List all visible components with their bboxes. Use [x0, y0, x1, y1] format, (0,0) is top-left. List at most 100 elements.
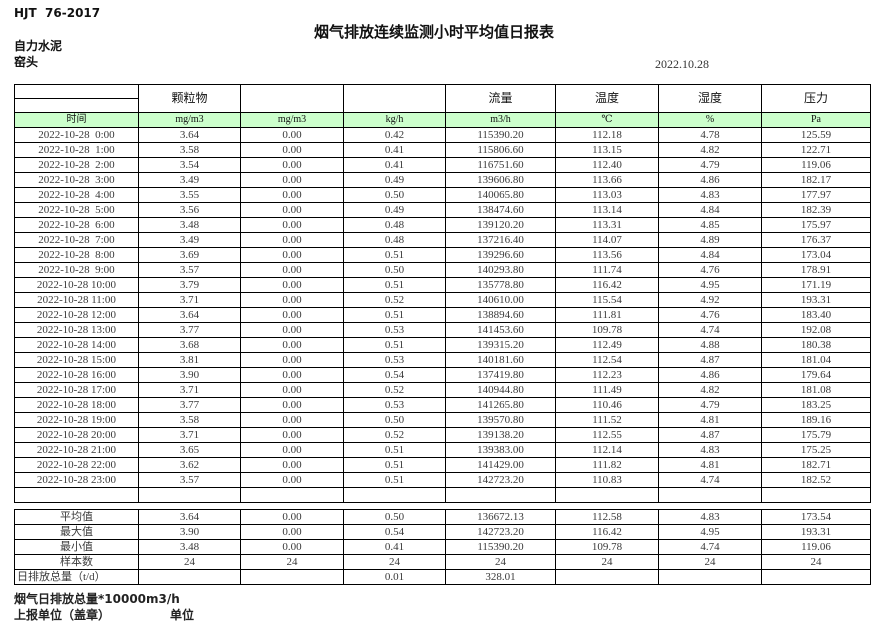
- cell: 平均值: [14, 509, 139, 525]
- cell: 139570.80: [445, 412, 556, 428]
- cell: 142723.20: [445, 524, 556, 540]
- cell: 24: [555, 554, 659, 570]
- cell: 2022-10-28 20:00: [14, 427, 139, 443]
- cell: 24: [445, 554, 556, 570]
- cell: 0.51: [343, 337, 446, 353]
- cell: 113.56: [555, 247, 659, 263]
- table-row: 2022-10-28 9:00 3.57 0.00 0.50 140293.80 111.…: [14, 262, 871, 278]
- header-particulate: 颗粒物: [138, 84, 241, 113]
- unit-mgm3-1: mg/m3: [138, 112, 241, 128]
- cell: 0.00: [240, 202, 344, 218]
- cell: 0.00: [240, 509, 344, 525]
- cell: 116.42: [555, 524, 659, 540]
- cell: 0.51: [343, 472, 446, 488]
- cell: 2022-10-28 3:00: [14, 172, 139, 188]
- cell: 3.64: [138, 127, 241, 143]
- cell: 3.64: [138, 509, 241, 525]
- cell: 0.48: [343, 232, 446, 248]
- table-row: 2022-10-28 22:00 3.62 0.00 0.51 141429.00 111…: [14, 457, 871, 473]
- cell: 140181.60: [445, 352, 556, 368]
- data-rows: 2022-10-28 0:00 3.64 0.00 0.42 115390.20 112.…: [14, 127, 871, 503]
- cell: 0.52: [343, 292, 446, 308]
- cell: 2022-10-28 7:00: [14, 232, 139, 248]
- cell: 4.81: [658, 412, 762, 428]
- cell: 3.48: [138, 539, 241, 555]
- cell: [445, 487, 556, 503]
- header-pressure: 压力: [761, 84, 871, 113]
- cell: 178.91: [761, 262, 871, 278]
- cell: 0.50: [343, 509, 446, 525]
- cell: 115.54: [555, 292, 659, 308]
- cell: 180.38: [761, 337, 871, 353]
- cell: 138894.60: [445, 307, 556, 323]
- table-row: 2022-10-28 14:00 3.68 0.00 0.51 139315.20 112…: [14, 337, 871, 353]
- cell: 3.64: [138, 307, 241, 323]
- cell: 193.31: [761, 292, 871, 308]
- cell: [138, 569, 241, 585]
- table-row: 2022-10-28 7:00 3.49 0.00 0.48 137216.40 114.…: [14, 232, 871, 248]
- cell: 0.51: [343, 247, 446, 263]
- cell: [343, 487, 446, 503]
- cell: 2022-10-28 0:00: [14, 127, 139, 143]
- cell: 2022-10-28 12:00: [14, 307, 139, 323]
- cell: 0.51: [343, 277, 446, 293]
- cell: 4.95: [658, 277, 762, 293]
- cell: 328.01: [445, 569, 556, 585]
- cell: 4.74: [658, 322, 762, 338]
- cell: 112.23: [555, 367, 659, 383]
- cell: 139120.20: [445, 217, 556, 233]
- cell: [761, 569, 871, 585]
- unit-m3h: m3/h: [445, 112, 556, 128]
- cell: 173.04: [761, 247, 871, 263]
- cell: 3.48: [138, 217, 241, 233]
- cell: 0.00: [240, 157, 344, 173]
- cell: 4.74: [658, 472, 762, 488]
- cell: 3.69: [138, 247, 241, 263]
- cell: 4.82: [658, 142, 762, 158]
- cell: 136672.13: [445, 509, 556, 525]
- cell: 122.71: [761, 142, 871, 158]
- cell: 141429.00: [445, 457, 556, 473]
- cell: 0.00: [240, 322, 344, 338]
- cell: 0.00: [240, 307, 344, 323]
- table-row: 2022-10-28 23:00 3.57 0.00 0.51 142723.20 110…: [14, 472, 871, 488]
- unit-mgm3-2: mg/m3: [240, 112, 344, 128]
- cell: 0.54: [343, 524, 446, 540]
- cell: 125.59: [761, 127, 871, 143]
- cell: 0.52: [343, 382, 446, 398]
- cell: 173.54: [761, 509, 871, 525]
- cell: 137419.80: [445, 367, 556, 383]
- cell: 139296.60: [445, 247, 556, 263]
- table-row: 2022-10-28 18:00 3.77 0.00 0.53 141265.80 110…: [14, 397, 871, 413]
- cell: 4.84: [658, 202, 762, 218]
- unit-pa: Pa: [761, 112, 871, 128]
- cell: 182.71: [761, 457, 871, 473]
- cell: 2022-10-28 21:00: [14, 442, 139, 458]
- cell: 182.39: [761, 202, 871, 218]
- company-name: 自力水泥: [14, 39, 63, 53]
- cell: 111.81: [555, 307, 659, 323]
- cell: 119.06: [761, 157, 871, 173]
- cell: 3.54: [138, 157, 241, 173]
- cell: 0.51: [343, 457, 446, 473]
- cell: 0.00: [240, 262, 344, 278]
- cell: 2022-10-28 17:00: [14, 382, 139, 398]
- cell: 0.00: [240, 277, 344, 293]
- cell: 141265.80: [445, 397, 556, 413]
- cell: 182.52: [761, 472, 871, 488]
- cell: 4.86: [658, 367, 762, 383]
- cell: 114.07: [555, 232, 659, 248]
- cell: 139138.20: [445, 427, 556, 443]
- cell: 2022-10-28 14:00: [14, 337, 139, 353]
- cell: 0.53: [343, 322, 446, 338]
- cell: 183.40: [761, 307, 871, 323]
- table-row: 2022-10-28 12:00 3.64 0.00 0.51 138894.60 111…: [14, 307, 871, 323]
- cell: 181.08: [761, 382, 871, 398]
- cell: 3.90: [138, 367, 241, 383]
- summary-row: 最小值 3.48 0.00 0.41 115390.20 109.78 4.74 119.06: [14, 539, 871, 555]
- cell: [761, 487, 871, 503]
- cell: 3.77: [138, 322, 241, 338]
- cell: 2022-10-28 15:00: [14, 352, 139, 368]
- cell: 116.42: [555, 277, 659, 293]
- cell: [138, 487, 241, 503]
